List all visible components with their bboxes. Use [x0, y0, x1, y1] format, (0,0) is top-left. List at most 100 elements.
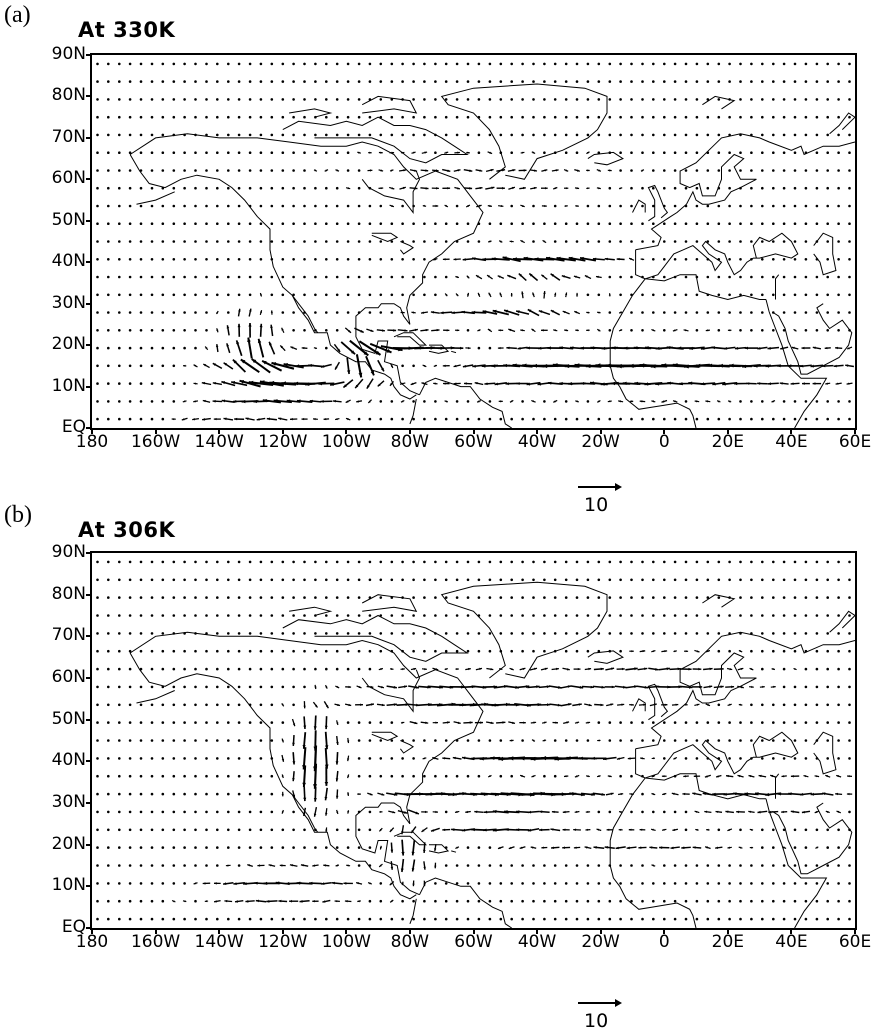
wind-vector — [270, 275, 274, 279]
wind-vector — [161, 864, 165, 867]
wind-vector — [553, 649, 557, 653]
wind-vector — [346, 828, 350, 832]
wind-vector — [161, 329, 165, 332]
wind-vector — [706, 632, 710, 635]
wind-vector — [543, 899, 546, 903]
wind-vector — [237, 792, 241, 796]
wind-vector-head — [259, 323, 263, 328]
wind-vector — [248, 632, 252, 635]
wind-vector — [128, 382, 132, 385]
wind-vector — [837, 98, 840, 101]
wind-vector — [750, 614, 753, 617]
wind-vector — [139, 792, 143, 796]
wind-vector — [412, 293, 415, 297]
lat-tick-label: 50N — [51, 708, 86, 729]
wind-vector — [793, 828, 797, 832]
wind-vector — [815, 417, 819, 421]
wind-vector — [848, 739, 851, 742]
wind-vector-head — [529, 273, 533, 277]
wind-vector — [118, 186, 121, 190]
wind-vector — [379, 62, 383, 66]
wind-vector — [848, 614, 851, 617]
wind-vector — [510, 417, 513, 421]
wind-vector — [237, 115, 241, 119]
wind-vector-head — [248, 323, 252, 327]
wind-vector — [292, 62, 295, 66]
wind-vector-head — [592, 257, 597, 261]
wind-vector — [444, 846, 448, 849]
wind-vector — [96, 578, 99, 582]
wind-vector — [455, 204, 459, 208]
wind-vector — [597, 222, 601, 225]
wind-vector — [673, 917, 677, 921]
wind-vector — [673, 721, 677, 724]
map-canvas — [96, 560, 855, 928]
wind-vector — [172, 578, 176, 582]
wind-vector — [248, 757, 252, 760]
wind-vector-head — [652, 650, 656, 653]
wind-vector-head — [649, 846, 653, 849]
wind-vector-head — [247, 337, 251, 342]
wind-vector — [815, 169, 819, 172]
wind-vector-head — [394, 793, 398, 796]
wind-vector — [717, 614, 721, 617]
wind-vector — [750, 578, 753, 582]
wind-vector — [695, 596, 699, 599]
wind-vector — [357, 917, 361, 921]
wind-vector — [314, 560, 317, 564]
wind-vector-head — [771, 400, 775, 403]
wind-vector — [96, 828, 99, 832]
wind-vector — [553, 204, 557, 208]
wind-vector — [641, 240, 644, 243]
wind-vector — [423, 115, 426, 119]
wind-vector — [597, 882, 601, 885]
wind-vector-head — [442, 757, 446, 760]
wind-vector — [96, 899, 99, 903]
wind-vector-head — [314, 686, 317, 689]
wind-vector — [161, 80, 165, 83]
wind-vector — [368, 293, 372, 297]
wind-vector — [194, 258, 197, 261]
wind-vector — [466, 222, 470, 225]
wind-vector — [194, 774, 197, 778]
wind-vector-head — [303, 797, 307, 802]
lon-tick — [218, 928, 221, 934]
wind-vector — [728, 98, 731, 101]
wind-vector — [499, 80, 503, 83]
wind-vector — [194, 632, 197, 635]
wind-vector — [826, 293, 829, 297]
wind-vector-head — [597, 329, 600, 332]
wind-vector — [118, 721, 121, 724]
wind-vector-head — [498, 329, 501, 332]
wind-vector — [739, 169, 742, 172]
wind-vector-head — [292, 794, 296, 798]
wind-vector-head — [562, 846, 565, 849]
wind-vector — [804, 882, 808, 885]
wind-vector-head — [576, 721, 580, 724]
wind-vector — [205, 864, 208, 867]
wind-vector — [684, 560, 688, 564]
wind-vector — [772, 240, 775, 243]
wind-vector — [335, 578, 339, 582]
wind-vector — [368, 864, 372, 867]
wind-vector — [248, 275, 252, 279]
wind-vector — [444, 560, 448, 564]
wind-vector — [804, 721, 808, 724]
wind-vector — [281, 98, 285, 101]
wind-vector — [139, 62, 143, 66]
wind-vector — [237, 169, 241, 172]
wind-vector — [150, 222, 154, 225]
wind-vector-head — [500, 204, 504, 208]
wind-vector — [172, 560, 176, 564]
coastline — [451, 850, 457, 853]
wind-vector-head — [312, 864, 316, 867]
wind-vector — [532, 62, 535, 66]
wind-vector-head — [425, 328, 429, 332]
wind-vector-head — [497, 346, 501, 350]
wind-vector — [543, 222, 546, 225]
wind-vector — [684, 275, 688, 279]
wind-vector — [695, 578, 699, 582]
wind-vector — [488, 917, 492, 921]
wind-vector — [444, 864, 448, 867]
wind-vector-head — [597, 311, 600, 314]
